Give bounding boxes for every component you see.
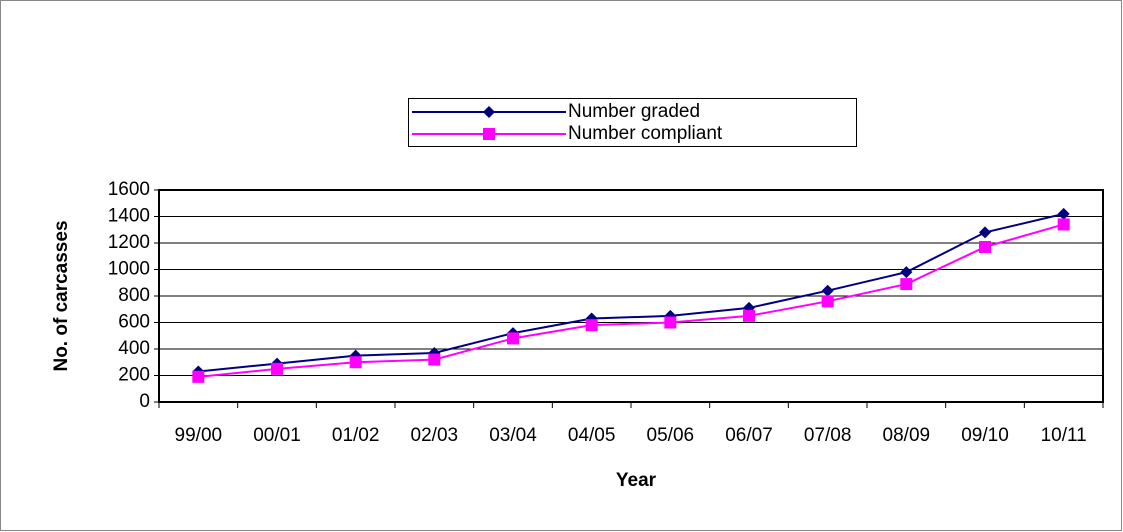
y-tick-label: 800 (118, 285, 150, 306)
data-point (979, 240, 991, 253)
x-tick-label: 00/01 (253, 425, 301, 446)
data-point (900, 266, 913, 279)
legend-label: Number graded (568, 101, 700, 122)
y-tick-label: 1400 (108, 206, 150, 227)
y-tick-label: 1200 (108, 232, 150, 253)
x-tick-label: 08/09 (883, 425, 931, 446)
x-axis-title: Year (616, 470, 657, 491)
y-tick-label: 400 (118, 338, 150, 359)
y-tick-label: 0 (139, 391, 150, 412)
x-tick-label: 10/11 (1041, 425, 1087, 446)
legend-label: Number compliant (568, 123, 723, 144)
x-tick-label: 99/00 (175, 425, 223, 446)
x-tick-label: 03/04 (489, 425, 537, 446)
y-axis-title: No. of carcasses (51, 220, 72, 371)
x-tick-label: 04/05 (568, 425, 616, 446)
x-tick-label: 01/02 (332, 425, 380, 446)
series-line (198, 212, 1064, 373)
data-point (349, 356, 362, 369)
data-point (1057, 218, 1070, 231)
data-point (428, 353, 441, 366)
y-tick-label: 600 (118, 312, 150, 333)
x-tick-label: 09/10 (961, 425, 1009, 446)
data-point (585, 319, 598, 332)
data-point (900, 278, 913, 291)
y-tick-label: 200 (118, 365, 150, 386)
x-tick-label: 05/06 (647, 425, 695, 446)
data-point (821, 284, 834, 297)
series-line (198, 223, 1064, 378)
data-point (979, 226, 991, 239)
x-tick-label: 02/03 (411, 425, 459, 446)
data-point (821, 295, 834, 308)
data-point (192, 370, 205, 383)
data-point (507, 332, 519, 345)
data-point (743, 309, 755, 322)
data-point (271, 362, 283, 375)
data-point (664, 316, 677, 329)
y-tick-label: 1000 (108, 259, 150, 280)
x-tick-label: 06/07 (725, 425, 773, 446)
data-point (1057, 207, 1070, 220)
x-tick-label: 07/08 (804, 425, 852, 446)
y-tick-label: 1600 (108, 179, 150, 200)
legend-marker (483, 128, 495, 140)
legend-marker (483, 106, 495, 118)
